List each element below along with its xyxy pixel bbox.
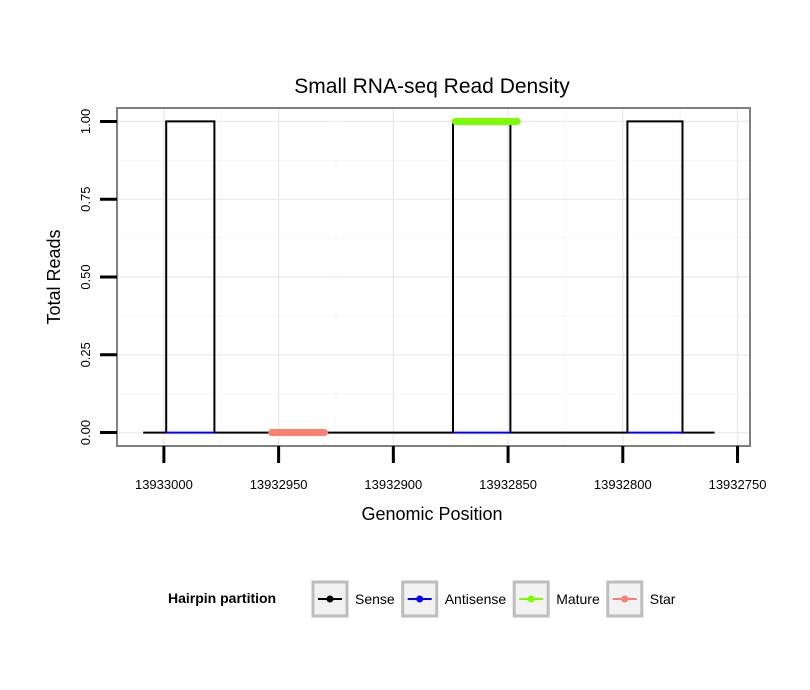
y-tick-label: 0.75 xyxy=(78,187,93,212)
x-tick-label: 13932900 xyxy=(364,477,422,492)
x-tick-label: 13933000 xyxy=(135,477,193,492)
legend-key-point xyxy=(621,595,629,603)
legend-label: Star xyxy=(650,591,676,607)
legend-key-point xyxy=(416,595,424,603)
y-tick-label: 0.50 xyxy=(78,264,93,289)
legend-key-point xyxy=(527,595,535,603)
y-tick-label: 0.25 xyxy=(78,342,93,367)
y-tick-label: 0.00 xyxy=(78,420,93,445)
legend-label: Mature xyxy=(556,591,600,607)
x-axis: 13933000 13932950 13932900 13932850 13932800… xyxy=(135,446,766,492)
legend-item-star: Star xyxy=(606,580,676,618)
chart-title: Small RNA-seq Read Density xyxy=(294,75,570,98)
legend-item-sense: Sense xyxy=(311,580,395,618)
legend-key-point xyxy=(326,595,334,603)
legend-item-mature: Mature xyxy=(512,580,600,618)
y-axis-title: Total Reads xyxy=(44,229,64,324)
x-axis-title: Genomic Position xyxy=(361,504,502,524)
legend-title: Hairpin partition xyxy=(168,590,276,606)
legend: Hairpin partition Sense Antisense Mature St… xyxy=(168,580,676,618)
legend-item-antisense: Antisense xyxy=(401,580,507,618)
x-tick-label: 13932950 xyxy=(250,477,308,492)
legend-label: Antisense xyxy=(445,591,507,607)
x-tick-label: 13932750 xyxy=(709,477,767,492)
y-axis: 0.00 0.25 0.50 0.75 1.00 xyxy=(78,109,117,445)
y-tick-label: 1.00 xyxy=(78,109,93,134)
series-layer xyxy=(143,117,715,437)
x-tick-label: 13932800 xyxy=(594,477,652,492)
x-tick-label: 13932850 xyxy=(479,477,537,492)
legend-label: Sense xyxy=(355,591,395,607)
